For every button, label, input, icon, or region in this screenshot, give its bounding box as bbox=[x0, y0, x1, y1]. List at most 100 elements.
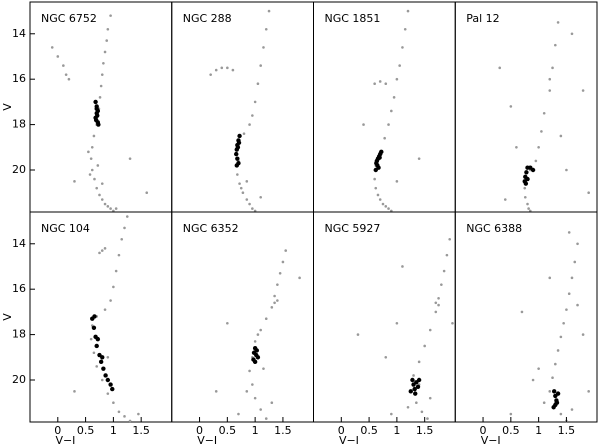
star-point bbox=[209, 73, 212, 76]
star-point bbox=[259, 408, 262, 411]
star-point bbox=[548, 77, 552, 81]
star-point bbox=[262, 367, 265, 370]
star-point bbox=[276, 299, 279, 302]
star-point bbox=[530, 167, 536, 173]
star-point bbox=[120, 237, 124, 241]
star-point bbox=[106, 205, 110, 208]
star-point bbox=[520, 310, 524, 314]
star-point bbox=[554, 362, 557, 366]
star-point bbox=[214, 390, 218, 393]
star-point bbox=[273, 301, 276, 305]
star-point bbox=[434, 301, 438, 305]
star-point bbox=[413, 391, 418, 396]
star-point bbox=[551, 405, 556, 410]
star-point bbox=[103, 247, 107, 250]
star-point bbox=[109, 207, 112, 210]
star-point bbox=[109, 14, 112, 17]
star-point bbox=[238, 182, 241, 185]
star-point bbox=[98, 251, 101, 255]
star-point bbox=[128, 419, 132, 423]
star-point bbox=[523, 195, 527, 199]
star-point bbox=[254, 348, 259, 353]
star-point bbox=[214, 68, 218, 72]
star-point bbox=[114, 207, 118, 210]
star-point bbox=[270, 306, 274, 309]
star-point bbox=[417, 157, 421, 160]
star-point bbox=[503, 198, 507, 201]
star-point bbox=[276, 283, 279, 286]
star-point bbox=[576, 242, 579, 246]
star-point bbox=[278, 271, 282, 275]
star-point bbox=[392, 96, 396, 99]
x-tick-label: 1 bbox=[393, 424, 400, 437]
star-point bbox=[128, 157, 132, 160]
star-point bbox=[373, 177, 376, 181]
star-point bbox=[440, 283, 443, 286]
star-point bbox=[145, 191, 149, 195]
star-point bbox=[570, 276, 574, 280]
y-axis-label: V bbox=[1, 313, 14, 321]
star-point bbox=[89, 157, 93, 160]
star-point bbox=[234, 163, 239, 168]
star-point bbox=[98, 193, 101, 197]
star-point bbox=[264, 27, 268, 31]
star-point bbox=[92, 351, 96, 355]
star-point bbox=[95, 365, 99, 368]
star-point bbox=[523, 181, 529, 186]
star-point bbox=[73, 180, 76, 183]
star-point bbox=[239, 186, 243, 190]
star-point bbox=[226, 321, 229, 325]
star-point bbox=[381, 202, 385, 206]
star-point bbox=[423, 344, 426, 348]
x-tick-label: 1 bbox=[110, 424, 117, 437]
star-point bbox=[509, 412, 513, 416]
star-point bbox=[106, 355, 110, 359]
star-point bbox=[573, 260, 577, 264]
x-tick-label: 0.5 bbox=[77, 424, 95, 437]
y-tick-label: 16 bbox=[12, 282, 26, 295]
star-point bbox=[91, 325, 97, 330]
star-point bbox=[235, 145, 241, 150]
star-point bbox=[378, 80, 382, 83]
star-point bbox=[556, 21, 560, 24]
star-point bbox=[548, 276, 552, 280]
star-point bbox=[281, 260, 285, 264]
star-point bbox=[98, 96, 102, 99]
star-point bbox=[137, 412, 140, 416]
star-point bbox=[554, 43, 557, 47]
star-point bbox=[525, 176, 530, 182]
star-point bbox=[123, 415, 126, 418]
star-point bbox=[437, 303, 440, 307]
star-point bbox=[93, 115, 98, 120]
panel: 0 0.5 1 1.5 NGC 6388 V−I bbox=[454, 211, 598, 447]
star-point bbox=[226, 66, 229, 70]
star-point bbox=[248, 369, 251, 373]
star-point bbox=[298, 276, 301, 280]
star-point bbox=[56, 55, 60, 58]
star-point bbox=[100, 249, 104, 252]
star-point bbox=[523, 186, 527, 190]
star-point bbox=[241, 191, 245, 195]
star-point bbox=[373, 167, 378, 173]
star-point bbox=[110, 386, 115, 392]
star-point bbox=[253, 100, 257, 104]
star-point bbox=[531, 378, 535, 382]
star-point bbox=[284, 249, 288, 252]
star-point bbox=[373, 82, 376, 86]
star-point bbox=[236, 173, 239, 176]
x-tick-label: 0.5 bbox=[502, 424, 520, 437]
star-point bbox=[387, 207, 390, 210]
x-tick-label: 0.5 bbox=[219, 424, 237, 437]
star-point bbox=[253, 340, 257, 343]
y-tick-label: 14 bbox=[12, 27, 26, 40]
y-tick-label: 16 bbox=[12, 72, 26, 85]
star-point bbox=[64, 73, 68, 76]
star-point bbox=[105, 39, 109, 42]
star-point bbox=[273, 294, 276, 298]
x-tick-label: 1.5 bbox=[132, 424, 150, 437]
x-tick-label: 0 bbox=[338, 424, 345, 437]
x-tick-label: 0.5 bbox=[360, 424, 378, 437]
panel: 0 0.5 1 1.5 14 16 18 20 NGC 104 V−I V bbox=[1, 211, 173, 447]
star-point bbox=[556, 349, 560, 352]
star-point bbox=[251, 114, 254, 117]
